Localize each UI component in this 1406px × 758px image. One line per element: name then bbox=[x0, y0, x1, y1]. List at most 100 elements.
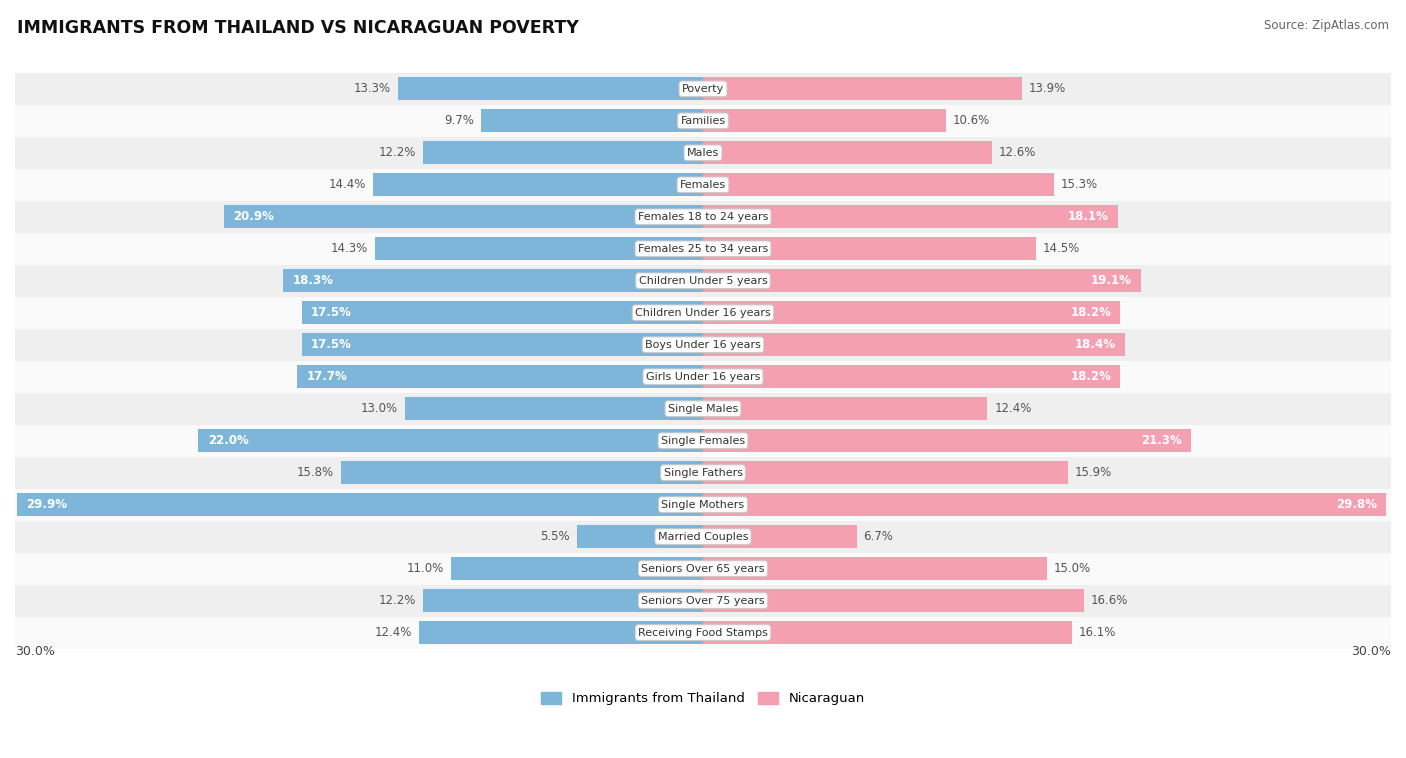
Bar bbox=[15, 489, 1391, 521]
Text: Source: ZipAtlas.com: Source: ZipAtlas.com bbox=[1264, 19, 1389, 32]
Text: 13.0%: 13.0% bbox=[361, 402, 398, 415]
Text: Children Under 16 years: Children Under 16 years bbox=[636, 308, 770, 318]
Bar bbox=[15, 424, 1391, 456]
Text: 9.7%: 9.7% bbox=[444, 114, 474, 127]
Text: 30.0%: 30.0% bbox=[1351, 644, 1391, 658]
Text: 5.5%: 5.5% bbox=[540, 530, 569, 543]
Text: 12.2%: 12.2% bbox=[380, 146, 416, 159]
Text: Males: Males bbox=[688, 148, 718, 158]
Bar bbox=[198, 429, 703, 453]
Bar bbox=[703, 109, 946, 133]
Text: Females 18 to 24 years: Females 18 to 24 years bbox=[638, 211, 768, 222]
Bar bbox=[703, 174, 1054, 196]
Bar bbox=[703, 429, 1191, 453]
Text: Children Under 5 years: Children Under 5 years bbox=[638, 276, 768, 286]
Text: 14.3%: 14.3% bbox=[330, 243, 368, 255]
Bar bbox=[284, 269, 703, 293]
Text: 6.7%: 6.7% bbox=[863, 530, 893, 543]
Bar bbox=[703, 589, 1084, 612]
Bar bbox=[703, 205, 1118, 228]
Bar bbox=[15, 296, 1391, 329]
Text: Seniors Over 65 years: Seniors Over 65 years bbox=[641, 564, 765, 574]
Bar bbox=[15, 169, 1391, 201]
Bar bbox=[703, 237, 1036, 260]
Bar bbox=[15, 329, 1391, 361]
Text: 19.1%: 19.1% bbox=[1091, 274, 1132, 287]
Text: 13.3%: 13.3% bbox=[354, 83, 391, 96]
Bar bbox=[15, 137, 1391, 169]
Bar bbox=[15, 233, 1391, 265]
Bar bbox=[224, 205, 703, 228]
Text: Families: Families bbox=[681, 116, 725, 126]
Text: Boys Under 16 years: Boys Under 16 years bbox=[645, 340, 761, 349]
Text: 12.6%: 12.6% bbox=[998, 146, 1036, 159]
Bar bbox=[451, 557, 703, 580]
Text: 18.2%: 18.2% bbox=[1070, 370, 1111, 384]
Bar bbox=[375, 237, 703, 260]
Text: Females: Females bbox=[681, 180, 725, 190]
Legend: Immigrants from Thailand, Nicaraguan: Immigrants from Thailand, Nicaraguan bbox=[541, 692, 865, 705]
Text: 18.4%: 18.4% bbox=[1074, 338, 1116, 351]
Bar bbox=[703, 525, 856, 548]
Text: 18.3%: 18.3% bbox=[292, 274, 333, 287]
Bar bbox=[703, 397, 987, 420]
Bar bbox=[703, 365, 1121, 388]
Text: 12.4%: 12.4% bbox=[994, 402, 1032, 415]
Text: 21.3%: 21.3% bbox=[1142, 434, 1182, 447]
Bar bbox=[703, 557, 1047, 580]
Text: 10.6%: 10.6% bbox=[953, 114, 990, 127]
Text: 12.2%: 12.2% bbox=[380, 594, 416, 607]
Bar bbox=[15, 73, 1391, 105]
Text: Seniors Over 75 years: Seniors Over 75 years bbox=[641, 596, 765, 606]
Bar bbox=[373, 174, 703, 196]
Bar bbox=[297, 365, 703, 388]
Bar bbox=[703, 461, 1067, 484]
Text: Married Couples: Married Couples bbox=[658, 531, 748, 542]
Bar bbox=[15, 265, 1391, 296]
Text: Single Fathers: Single Fathers bbox=[664, 468, 742, 478]
Bar bbox=[15, 584, 1391, 616]
Bar bbox=[703, 269, 1142, 293]
Bar bbox=[15, 105, 1391, 137]
Text: 18.1%: 18.1% bbox=[1069, 210, 1109, 224]
Text: 15.8%: 15.8% bbox=[297, 466, 333, 479]
Text: 30.0%: 30.0% bbox=[15, 644, 55, 658]
Bar bbox=[405, 397, 703, 420]
Bar bbox=[576, 525, 703, 548]
Text: 15.3%: 15.3% bbox=[1060, 178, 1098, 191]
Bar bbox=[15, 393, 1391, 424]
Bar bbox=[15, 616, 1391, 649]
Bar bbox=[15, 201, 1391, 233]
Text: 15.0%: 15.0% bbox=[1054, 562, 1091, 575]
Text: Single Mothers: Single Mothers bbox=[661, 500, 745, 509]
Bar bbox=[17, 493, 703, 516]
Text: 13.9%: 13.9% bbox=[1029, 83, 1066, 96]
Bar bbox=[15, 553, 1391, 584]
Bar bbox=[703, 141, 993, 164]
Text: 11.0%: 11.0% bbox=[406, 562, 444, 575]
Text: IMMIGRANTS FROM THAILAND VS NICARAGUAN POVERTY: IMMIGRANTS FROM THAILAND VS NICARAGUAN P… bbox=[17, 19, 579, 37]
Text: 12.4%: 12.4% bbox=[374, 626, 412, 639]
Bar bbox=[302, 301, 703, 324]
Text: 14.4%: 14.4% bbox=[329, 178, 366, 191]
Text: 16.6%: 16.6% bbox=[1091, 594, 1128, 607]
Bar bbox=[703, 493, 1386, 516]
Text: 14.5%: 14.5% bbox=[1042, 243, 1080, 255]
Text: 17.5%: 17.5% bbox=[311, 306, 352, 319]
Bar bbox=[481, 109, 703, 133]
Bar bbox=[302, 334, 703, 356]
Text: Receiving Food Stamps: Receiving Food Stamps bbox=[638, 628, 768, 637]
Bar bbox=[15, 521, 1391, 553]
Text: Poverty: Poverty bbox=[682, 84, 724, 94]
Text: 22.0%: 22.0% bbox=[208, 434, 249, 447]
Bar bbox=[15, 361, 1391, 393]
Bar bbox=[703, 621, 1073, 644]
Bar bbox=[703, 77, 1022, 100]
Text: 17.5%: 17.5% bbox=[311, 338, 352, 351]
Text: 29.9%: 29.9% bbox=[27, 498, 67, 511]
Text: 18.2%: 18.2% bbox=[1070, 306, 1111, 319]
Text: Single Males: Single Males bbox=[668, 404, 738, 414]
Text: 17.7%: 17.7% bbox=[307, 370, 347, 384]
Text: Girls Under 16 years: Girls Under 16 years bbox=[645, 371, 761, 382]
Text: 29.8%: 29.8% bbox=[1336, 498, 1378, 511]
